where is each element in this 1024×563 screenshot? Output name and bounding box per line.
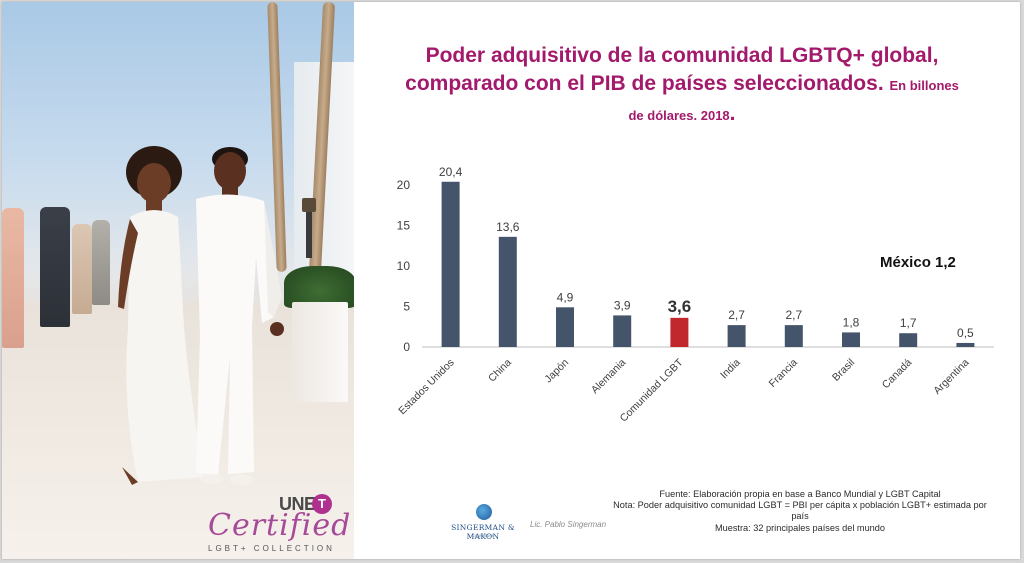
photo-shrub <box>284 266 354 308</box>
y-tick-label: 15 <box>397 219 411 233</box>
x-tick-label: Estados Unidos <box>396 357 456 417</box>
logo-emblem-icon <box>476 504 492 520</box>
chart-title-text: Poder adquisitivo de la comunidad LGBTQ+… <box>405 44 939 95</box>
consultancy-logo: SINGERMAN & MAKON consultora <box>443 504 523 544</box>
bar <box>727 325 746 347</box>
photo-lamp <box>302 198 316 258</box>
data-label: 20,4 <box>439 165 463 179</box>
chart-title: Poder adquisitivo de la comunidad LGBTQ+… <box>402 42 962 130</box>
bar <box>670 317 689 347</box>
chart-title-period: . <box>729 102 736 125</box>
x-tick-label: India <box>718 357 743 382</box>
footnotes: Fuente: Elaboración propia en base a Ban… <box>610 489 990 534</box>
y-tick-label: 0 <box>403 340 410 354</box>
bar <box>556 307 574 347</box>
photo-guest <box>72 224 92 314</box>
source-note: Fuente: Elaboración propia en base a Ban… <box>659 489 941 499</box>
data-label: 3,6 <box>668 297 692 316</box>
photo-couple <box>118 146 284 485</box>
author-signature: Lic. Pablo Singerman <box>530 520 607 529</box>
data-label: 13,6 <box>496 220 520 234</box>
logo-une: UNE <box>279 494 316 514</box>
chart-subtitle: En billones de dólares. 2018 <box>628 78 959 123</box>
x-tick-label: Francia <box>767 357 800 390</box>
y-tick-label: 20 <box>397 178 411 192</box>
y-tick-label: 10 <box>397 259 411 273</box>
sample-note: Muestra: 32 principales países del mundo <box>714 522 886 533</box>
x-tick-label: Argentina <box>931 357 971 397</box>
data-label: 1,8 <box>843 315 860 329</box>
bar <box>613 315 632 347</box>
data-label: 3,9 <box>614 298 631 312</box>
bar <box>956 342 975 347</box>
photo-logo: UNE T Certified LGBT+ COLLECTION <box>202 494 350 556</box>
photo-guest <box>2 208 24 348</box>
logo-badge: T <box>312 494 332 514</box>
x-tick-label: Comunidad LGBT <box>618 356 686 424</box>
x-tick-label: Canadá <box>880 357 915 392</box>
bar <box>441 181 460 347</box>
bar-chart: 0 5 10 15 20 20,4 Estados Unidos 13,6 China 4,9 Ja… <box>396 165 994 425</box>
data-label: 1,7 <box>900 316 917 330</box>
logo-tagline: consultora <box>472 533 494 538</box>
mexico-annotation: México 1,2 <box>880 254 956 271</box>
bar <box>899 333 918 347</box>
logo-certified: Certified <box>208 508 352 543</box>
hero-photo: UNE T Certified LGBT+ COLLECTION <box>2 2 354 559</box>
bar <box>784 325 803 347</box>
x-tick-label: Brasil <box>830 357 857 384</box>
x-tick-label: China <box>486 357 514 385</box>
data-label: 0,5 <box>957 326 974 340</box>
logo-name: SINGERMAN & MAKON <box>451 523 515 541</box>
method-note: Nota: Poder adquisitivo comunidad LGBT =… <box>613 500 987 522</box>
photo-planter <box>292 302 348 402</box>
data-label: 2,7 <box>785 308 802 322</box>
bar <box>842 332 860 347</box>
data-label: 2,7 <box>728 308 745 322</box>
x-tick-label: Alemania <box>589 357 629 397</box>
photo-guest <box>40 207 70 327</box>
data-label: 4,9 <box>557 290 574 304</box>
y-tick-label: 5 <box>403 300 410 314</box>
photo-guest <box>92 220 110 305</box>
logo-collection: LGBT+ COLLECTION <box>208 544 335 553</box>
x-tick-label: Japón <box>542 357 571 386</box>
bar <box>498 236 517 347</box>
